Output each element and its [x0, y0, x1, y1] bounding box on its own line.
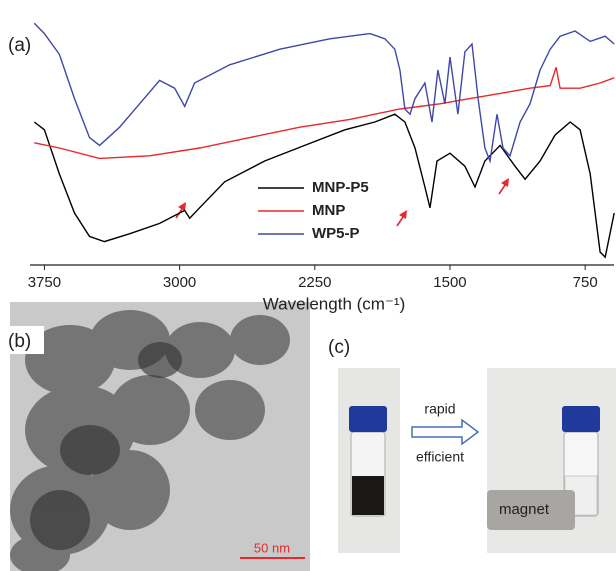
- tem-image: 50 nm: [10, 302, 310, 571]
- spectrum-line: [33, 113, 615, 259]
- x-tick-label: 3750: [28, 274, 61, 291]
- legend-label: MNP-P5: [312, 179, 369, 196]
- label-box: [4, 326, 44, 354]
- arrow-head: [501, 178, 509, 187]
- x-axis-label: Wavelength (cm⁻¹): [263, 294, 405, 313]
- photo-before: [338, 368, 400, 553]
- arrow-head: [178, 202, 186, 211]
- x-tick-label: 3000: [163, 274, 196, 291]
- panel-label: (b): [8, 331, 31, 352]
- x-tick-label: 750: [573, 274, 598, 291]
- vial-cap: [562, 406, 600, 432]
- arrow-label: efficient: [416, 449, 464, 465]
- liquid-dark: [352, 476, 384, 515]
- arrow: [411, 418, 480, 446]
- panel-label: (a): [8, 35, 31, 56]
- photo-after: magnet: [487, 368, 616, 553]
- spectrum-line: [34, 67, 615, 160]
- arrows: [175, 178, 509, 227]
- arrow-head: [399, 210, 407, 219]
- vial-cap: [349, 406, 387, 432]
- legend-label: WP5-P: [312, 225, 360, 242]
- scale-bar-label: 50 nm: [254, 540, 290, 555]
- spectrum-line: [33, 22, 615, 164]
- arrow-label: rapid: [424, 401, 455, 417]
- magnet-label: magnet: [499, 501, 550, 518]
- process-arrow: rapid efficient: [411, 401, 480, 465]
- panel-label: (c): [328, 337, 350, 358]
- x-tick-label: 2250: [298, 274, 331, 291]
- legend-label: MNP: [312, 202, 345, 219]
- x-tick-label: 1500: [433, 274, 466, 291]
- magnet: [487, 490, 575, 530]
